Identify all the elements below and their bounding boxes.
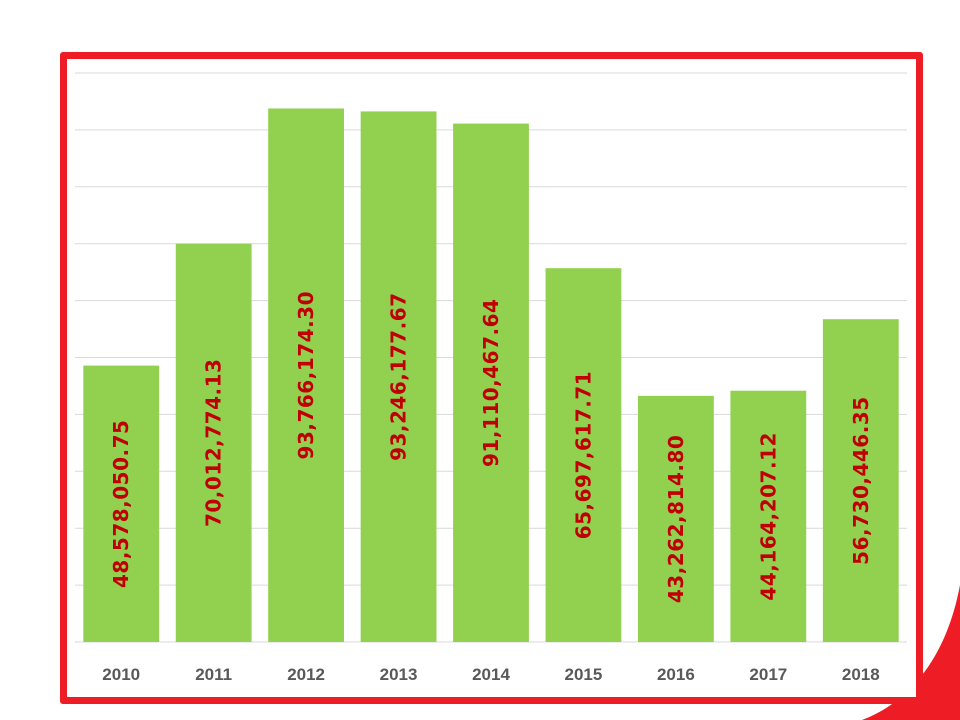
data-label-2012: 93,766,174.30 [294,291,318,459]
x-axis-tick-labels: 2010 2011 2012 2013 2014 2015 2016 2017 2018 [102,665,879,684]
bar-2015 [545,268,622,642]
x-tick-2010: 2010 [102,665,140,684]
bar-2018 [822,319,899,642]
bar-2012 [268,108,345,643]
bar-2013 [360,111,437,642]
data-label-2011: 70,012,774.13 [202,359,226,527]
bar-2011 [175,243,252,642]
data-label-2018: 56,730,446.35 [849,396,873,564]
x-tick-2016: 2016 [657,665,695,684]
data-label-2013: 93,246,177.67 [387,292,411,460]
x-tick-2011: 2011 [195,665,232,684]
data-label-2016: 43,262,814.80 [664,435,688,603]
x-tick-2014: 2014 [472,665,510,684]
x-tick-2015: 2015 [565,665,603,684]
bars [83,108,899,643]
x-tick-2017: 2017 [749,665,787,684]
data-label-2010: 48,578,050.75 [109,420,133,588]
bar-2016 [637,395,714,642]
bar-2014 [453,123,529,643]
x-tick-2013: 2013 [380,665,418,684]
x-tick-2012: 2012 [287,665,325,684]
data-label-2014: 91,110,467.64 [479,299,503,467]
x-tick-2018: 2018 [842,665,880,684]
data-label-2017: 44,164,207.12 [756,432,780,600]
bar-2010 [83,365,160,642]
data-label-2015: 65,697,617.71 [571,371,595,539]
data-labels: 48,578,050.75 70,012,774.13 93,766,174.30 9… [109,291,873,603]
bar-2017 [730,390,807,642]
swoosh-shape [862,585,960,720]
